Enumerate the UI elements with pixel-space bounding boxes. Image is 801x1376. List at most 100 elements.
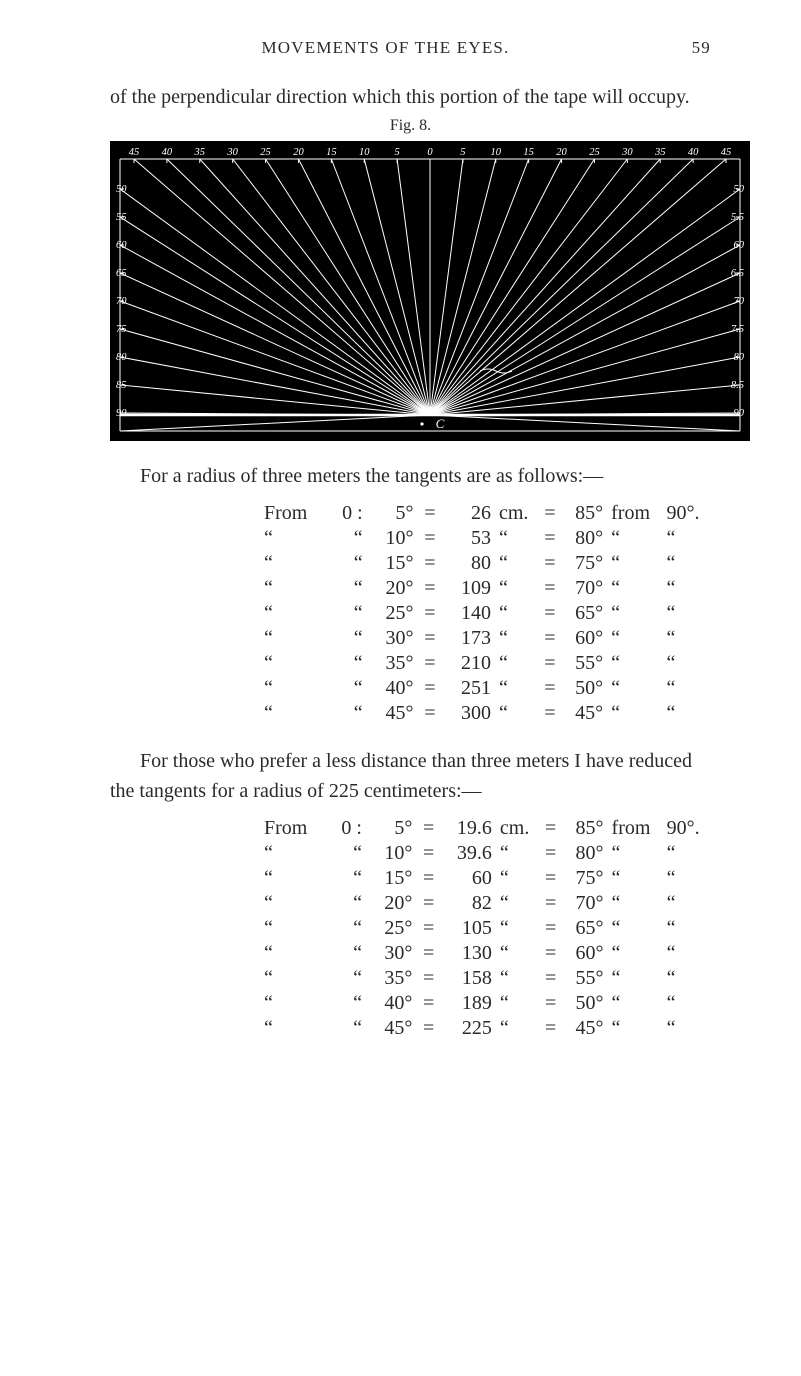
table-cell: = xyxy=(538,866,562,891)
table-row: ““45°=300“=45°““ xyxy=(260,701,711,726)
table-cell: = xyxy=(416,841,440,866)
table-cell: 35° xyxy=(366,966,416,991)
table-row: ““15°=80“=75°““ xyxy=(260,551,711,576)
figure-8: C 45403530252015105051015202530354045 50… xyxy=(110,141,750,441)
table-cell: “ xyxy=(662,701,711,726)
table-cell: 45° xyxy=(367,701,418,726)
table-cell: “ xyxy=(608,1016,663,1041)
page: MOVEMENTS OF THE EYES. 59 of the perpend… xyxy=(0,0,801,1376)
top-tick-label: 15 xyxy=(523,147,534,158)
table-cell: “ xyxy=(329,626,367,651)
table-cell: 173 xyxy=(442,626,495,651)
table-cell: 25° xyxy=(367,601,418,626)
table-cell: = xyxy=(418,676,443,701)
table-cell: “ xyxy=(607,626,662,651)
table-cell: “ xyxy=(608,966,663,991)
running-head: MOVEMENTS OF THE EYES. 59 xyxy=(110,38,711,58)
table-cell: = xyxy=(418,551,443,576)
table-cell: “ xyxy=(608,891,663,916)
table-cell: “ xyxy=(495,676,538,701)
table-cell: “ xyxy=(328,916,366,941)
table-cell: cm. xyxy=(495,501,538,526)
table-cell: 15° xyxy=(366,866,416,891)
table-cell: “ xyxy=(608,841,663,866)
table-cell: “ xyxy=(496,991,539,1016)
table-row: ““20°=82“=70°““ xyxy=(260,891,711,916)
table-cell: 85° xyxy=(562,501,607,526)
table-cell: 10° xyxy=(366,841,416,866)
table-cell: “ xyxy=(608,866,663,891)
table-cell: “ xyxy=(495,526,538,551)
table-cell: = xyxy=(538,701,563,726)
table-cell: “ xyxy=(663,916,711,941)
table-cell: “ xyxy=(607,526,662,551)
table-cell: 55° xyxy=(562,651,607,676)
table-cell: 65° xyxy=(562,601,607,626)
table-row: ““35°=158“=55°““ xyxy=(260,966,711,991)
table-cell: “ xyxy=(607,701,662,726)
figure-wrap: C 45403530252015105051015202530354045 50… xyxy=(110,141,750,441)
table-cell: = xyxy=(538,841,562,866)
table-cell: 53 xyxy=(442,526,495,551)
table-row: From0 :5°=26cm.=85°from90°. xyxy=(260,501,711,526)
table-row: ““10°=53“=80°““ xyxy=(260,526,711,551)
table-cell: 130 xyxy=(441,941,496,966)
table-cell: “ xyxy=(495,576,538,601)
table-cell: 19.6 xyxy=(441,816,496,841)
table-row: From0 :5°=19.6cm.=85°from90°. xyxy=(260,816,711,841)
top-tick-label: 5 xyxy=(460,147,465,158)
table-cell: = xyxy=(416,916,440,941)
table-cell: = xyxy=(538,1016,562,1041)
table-cell: “ xyxy=(607,601,662,626)
table-cell: 0 : xyxy=(329,501,367,526)
table-cell: “ xyxy=(260,916,328,941)
table-cell: = xyxy=(538,676,563,701)
top-tick-label: 40 xyxy=(162,147,173,158)
table-cell: “ xyxy=(328,841,366,866)
table-cell: “ xyxy=(663,891,711,916)
figure-c-label: C xyxy=(436,416,445,431)
table-cell: = xyxy=(418,526,443,551)
table-cell: = xyxy=(416,941,440,966)
table-cell: “ xyxy=(328,941,366,966)
table-cell: 30° xyxy=(367,626,418,651)
table-cell: “ xyxy=(496,1016,539,1041)
table-row: ““35°=210“=55°““ xyxy=(260,651,711,676)
table-cell: “ xyxy=(496,891,539,916)
figure-label: Fig. 8. xyxy=(110,117,711,135)
table-cell: “ xyxy=(608,941,663,966)
top-tick-label: 15 xyxy=(326,147,337,158)
top-tick-label: 10 xyxy=(359,147,370,158)
table-row: ““40°=251“=50°““ xyxy=(260,676,711,701)
table-cell: 30° xyxy=(366,941,416,966)
table-cell: “ xyxy=(607,576,662,601)
table-cell: = xyxy=(418,501,443,526)
page-number: 59 xyxy=(661,38,711,58)
top-tick-label: 25 xyxy=(260,147,271,158)
table-cell: From xyxy=(260,501,329,526)
table-cell: 35° xyxy=(367,651,418,676)
table-cell: “ xyxy=(260,991,328,1016)
table-cell: = xyxy=(538,916,562,941)
table-cell: 70° xyxy=(563,891,608,916)
top-tick-label: 35 xyxy=(194,147,206,158)
table-cell: 75° xyxy=(563,866,608,891)
table-cell: “ xyxy=(496,841,539,866)
table-cell: 39.6 xyxy=(441,841,496,866)
table-cell: 105 xyxy=(441,916,496,941)
table-cell: “ xyxy=(328,991,366,1016)
table-cell: = xyxy=(538,991,562,1016)
top-tick-label: 45 xyxy=(721,147,732,158)
table-cell: “ xyxy=(328,1016,366,1041)
table-row: ““30°=130“=60°““ xyxy=(260,941,711,966)
table-cell: = xyxy=(418,576,443,601)
table-cell: “ xyxy=(328,891,366,916)
table-cell: “ xyxy=(260,526,329,551)
table-cell: 26 xyxy=(442,501,495,526)
table-row: ““30°=173“=60°““ xyxy=(260,626,711,651)
table-cell: “ xyxy=(329,576,367,601)
table-cell: “ xyxy=(663,1016,711,1041)
table-cell: “ xyxy=(329,701,367,726)
table-cell: “ xyxy=(608,991,663,1016)
table-cell: “ xyxy=(607,651,662,676)
